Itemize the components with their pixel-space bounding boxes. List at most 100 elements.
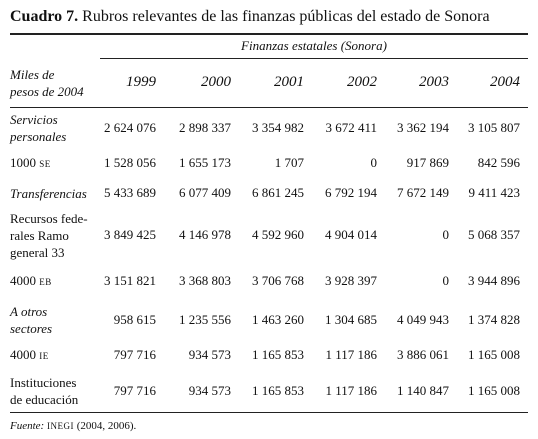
- group-header: Finanzas estatales (Sonora): [241, 38, 387, 53]
- column-header: 2003: [419, 74, 449, 90]
- row-label-text: 4000: [10, 272, 36, 288]
- cell-value: 1 655 173: [179, 155, 231, 170]
- row-label-line: Transferencias: [10, 185, 87, 202]
- column-header: 2004: [490, 74, 520, 90]
- cell-value: 3 362 194: [397, 120, 449, 135]
- row-label-text: rales Ramo: [10, 227, 69, 243]
- row-label-text: 4000: [10, 346, 36, 362]
- row-label: Transferencias: [10, 185, 87, 202]
- column-header: 2001: [274, 74, 304, 90]
- corner-line: Miles de: [10, 66, 55, 82]
- cell-value: 797 716: [113, 383, 156, 398]
- row-label-line: personales: [10, 128, 66, 145]
- table-row: Recursos fede-rales Ramo general 33 3 849 …: [0, 208, 538, 262]
- cell-value: 934 573: [188, 347, 231, 362]
- cell-value: 4 592 960: [252, 227, 304, 242]
- row-code: SE: [39, 158, 51, 169]
- row-label-line: sectores: [10, 320, 52, 337]
- row-label-line: Recursos fede-: [10, 210, 88, 227]
- cell-value: 3 151 821: [104, 273, 156, 288]
- note-label: Fuente:: [10, 420, 45, 432]
- row-label: Servicios personales: [10, 111, 66, 145]
- column-header: 2000: [201, 74, 231, 90]
- row-label-text: general 33: [10, 244, 65, 260]
- table-row: 4000 EB 3 151 821 3 368 803 3 706 768 3 928 …: [0, 262, 538, 300]
- cell-value: 3 849 425: [104, 227, 156, 242]
- column-header: 1999: [126, 74, 156, 90]
- table-row: 1000 SE 1 528 056 1 655 173 1 707 0 917 869 84…: [0, 148, 538, 178]
- cell-value: 1 235 556: [179, 312, 231, 327]
- table-row: Transferencias 5 433 689 6 077 409 6 861 24…: [0, 178, 538, 208]
- row-label-text: Instituciones: [10, 375, 77, 390]
- row-label-line: 1000 SE: [10, 154, 51, 173]
- cell-value: 3 706 768: [252, 273, 304, 288]
- cell-value: 1 707: [274, 155, 304, 170]
- row-label-line: 4000 IE: [10, 346, 49, 365]
- row-label: Instituciones de educación: [10, 374, 78, 408]
- row-label-text: Recursos fede-: [10, 210, 88, 226]
- cell-value: 3 886 061: [397, 347, 449, 362]
- row-code: IE: [39, 350, 49, 361]
- row-label-line: Instituciones: [10, 374, 78, 391]
- cell-value: 3 368 803: [179, 273, 231, 288]
- row-label-text: Transferencias: [10, 185, 87, 201]
- cell-value: 5 068 357: [468, 227, 520, 242]
- cell-value: 3 944 896: [468, 273, 520, 288]
- cell-value: 4 904 014: [325, 227, 377, 242]
- table-row: Servicios personales 2 624 076 2 898 337 3 3…: [0, 108, 538, 148]
- row-label: 1000 SE: [10, 154, 51, 173]
- cell-value: 1 165 853: [252, 347, 304, 362]
- table-row: A otros sectores 958 615 1 235 556 1 463 260…: [0, 300, 538, 340]
- cell-value: 1 117 186: [325, 383, 377, 398]
- cell-value: 7 672 149: [397, 185, 449, 200]
- cell-value: 1 165 853: [252, 383, 304, 398]
- cell-value: 2 898 337: [179, 120, 231, 135]
- cell-value: 0: [442, 273, 450, 288]
- note: Fuente: INEGI (2004, 2006).: [10, 420, 136, 432]
- corner-label: Miles de pesos de 2004: [10, 66, 84, 100]
- row-label-text: A otros: [10, 304, 48, 319]
- cell-value: 917 869: [406, 155, 449, 170]
- cell-value: 1 463 260: [252, 312, 304, 327]
- row-label-line: A otros: [10, 303, 52, 320]
- table-row: 4000 IE 797 716 934 573 1 165 853 1 117 186 3…: [0, 340, 538, 370]
- cell-value: 4 146 978: [179, 227, 231, 242]
- row-label-line: Servicios: [10, 111, 66, 128]
- column-header: 2002: [347, 74, 377, 90]
- top-rule: [10, 33, 528, 35]
- cell-value: 1 528 056: [104, 155, 156, 170]
- row-label-text: personales: [10, 129, 67, 144]
- row-label-line: rales Ramo: [10, 227, 88, 244]
- cell-value: 2 624 076: [104, 120, 156, 135]
- title-text: Rubros relevantes de las finanzas públic…: [82, 8, 490, 25]
- cell-value: 1 374 828: [468, 312, 520, 327]
- cell-value: 4 049 943: [397, 312, 449, 327]
- cell-value: 958 615: [113, 312, 156, 327]
- bottom-rule: [10, 412, 528, 413]
- row-label-text: 1000: [10, 154, 36, 170]
- cell-value: 842 596: [477, 155, 520, 170]
- title-number: Cuadro 7.: [10, 8, 79, 25]
- row-label-line: de educación: [10, 391, 78, 408]
- cell-value: 6 792 194: [325, 185, 377, 200]
- row-label: 4000 EB: [10, 272, 52, 291]
- cell-value: 1 304 685: [325, 312, 377, 327]
- title: Cuadro 7. Rubros relevantes de las finan…: [10, 8, 490, 26]
- cell-value: 3 672 411: [325, 120, 377, 135]
- header-rule: [10, 107, 528, 108]
- cell-value: 1 165 008: [468, 347, 520, 362]
- cell-value: 6 077 409: [179, 185, 231, 200]
- cell-value: 3 105 807: [468, 120, 520, 135]
- note-text: (2004, 2006).: [76, 420, 137, 432]
- row-label: Recursos fede-rales Ramo general 33: [10, 210, 88, 261]
- cell-value: 3 928 397: [325, 273, 377, 288]
- row-label: A otros sectores: [10, 303, 52, 337]
- cell-value: 0: [442, 227, 450, 242]
- row-label-line: general 33: [10, 244, 88, 261]
- group-rule: [100, 58, 528, 59]
- cell-value: 0: [370, 155, 378, 170]
- row-label-text: de educación: [10, 392, 79, 407]
- cell-value: 1 165 008: [468, 383, 520, 398]
- table-row: Instituciones de educación 797 716 934 573 1…: [0, 370, 538, 412]
